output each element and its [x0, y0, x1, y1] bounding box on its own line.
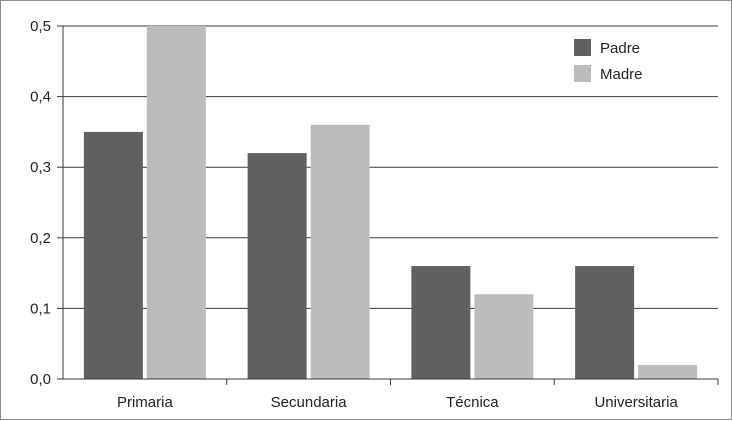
bar-padre-primaria	[83, 131, 143, 379]
bar-padre-técnica	[411, 266, 471, 379]
x-category-label: Primaria	[117, 394, 173, 411]
y-tick-label: 0,3	[30, 159, 51, 176]
legend-swatch-madre	[574, 65, 591, 82]
bar-padre-secundaria	[247, 153, 307, 379]
bar-padre-universitaria	[575, 266, 635, 379]
axes: 0,0 0,1 0,2 0,3 0,4 0,5 Primaria Secundaria Técn…	[30, 18, 719, 411]
legend: Padre Madre	[574, 39, 643, 83]
legend-swatch-padre	[574, 39, 591, 56]
y-tick-label: 0,0	[30, 371, 51, 388]
y-tick-label: 0,2	[30, 230, 51, 247]
bar-madre-técnica	[474, 294, 534, 379]
bar-madre-secundaria	[310, 124, 370, 379]
x-category-label: Técnica	[446, 394, 499, 411]
bar-madre-primaria	[146, 26, 206, 379]
legend-label-padre: Padre	[600, 40, 640, 57]
bars	[83, 26, 698, 379]
x-category-label: Universitaria	[594, 394, 678, 411]
legend-label-madre: Madre	[600, 66, 643, 83]
bar-madre-universitaria	[638, 364, 698, 379]
x-category-label: Secundaria	[271, 394, 348, 411]
y-tick-label: 0,5	[30, 18, 51, 35]
y-tick-label: 0,1	[30, 300, 51, 317]
y-tick-label: 0,4	[30, 89, 51, 106]
